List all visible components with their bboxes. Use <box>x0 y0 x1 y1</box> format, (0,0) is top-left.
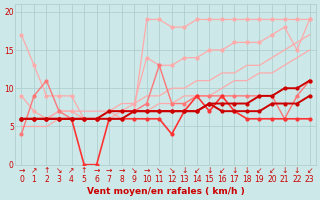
X-axis label: Vent moyen/en rafales ( km/h ): Vent moyen/en rafales ( km/h ) <box>87 187 244 196</box>
